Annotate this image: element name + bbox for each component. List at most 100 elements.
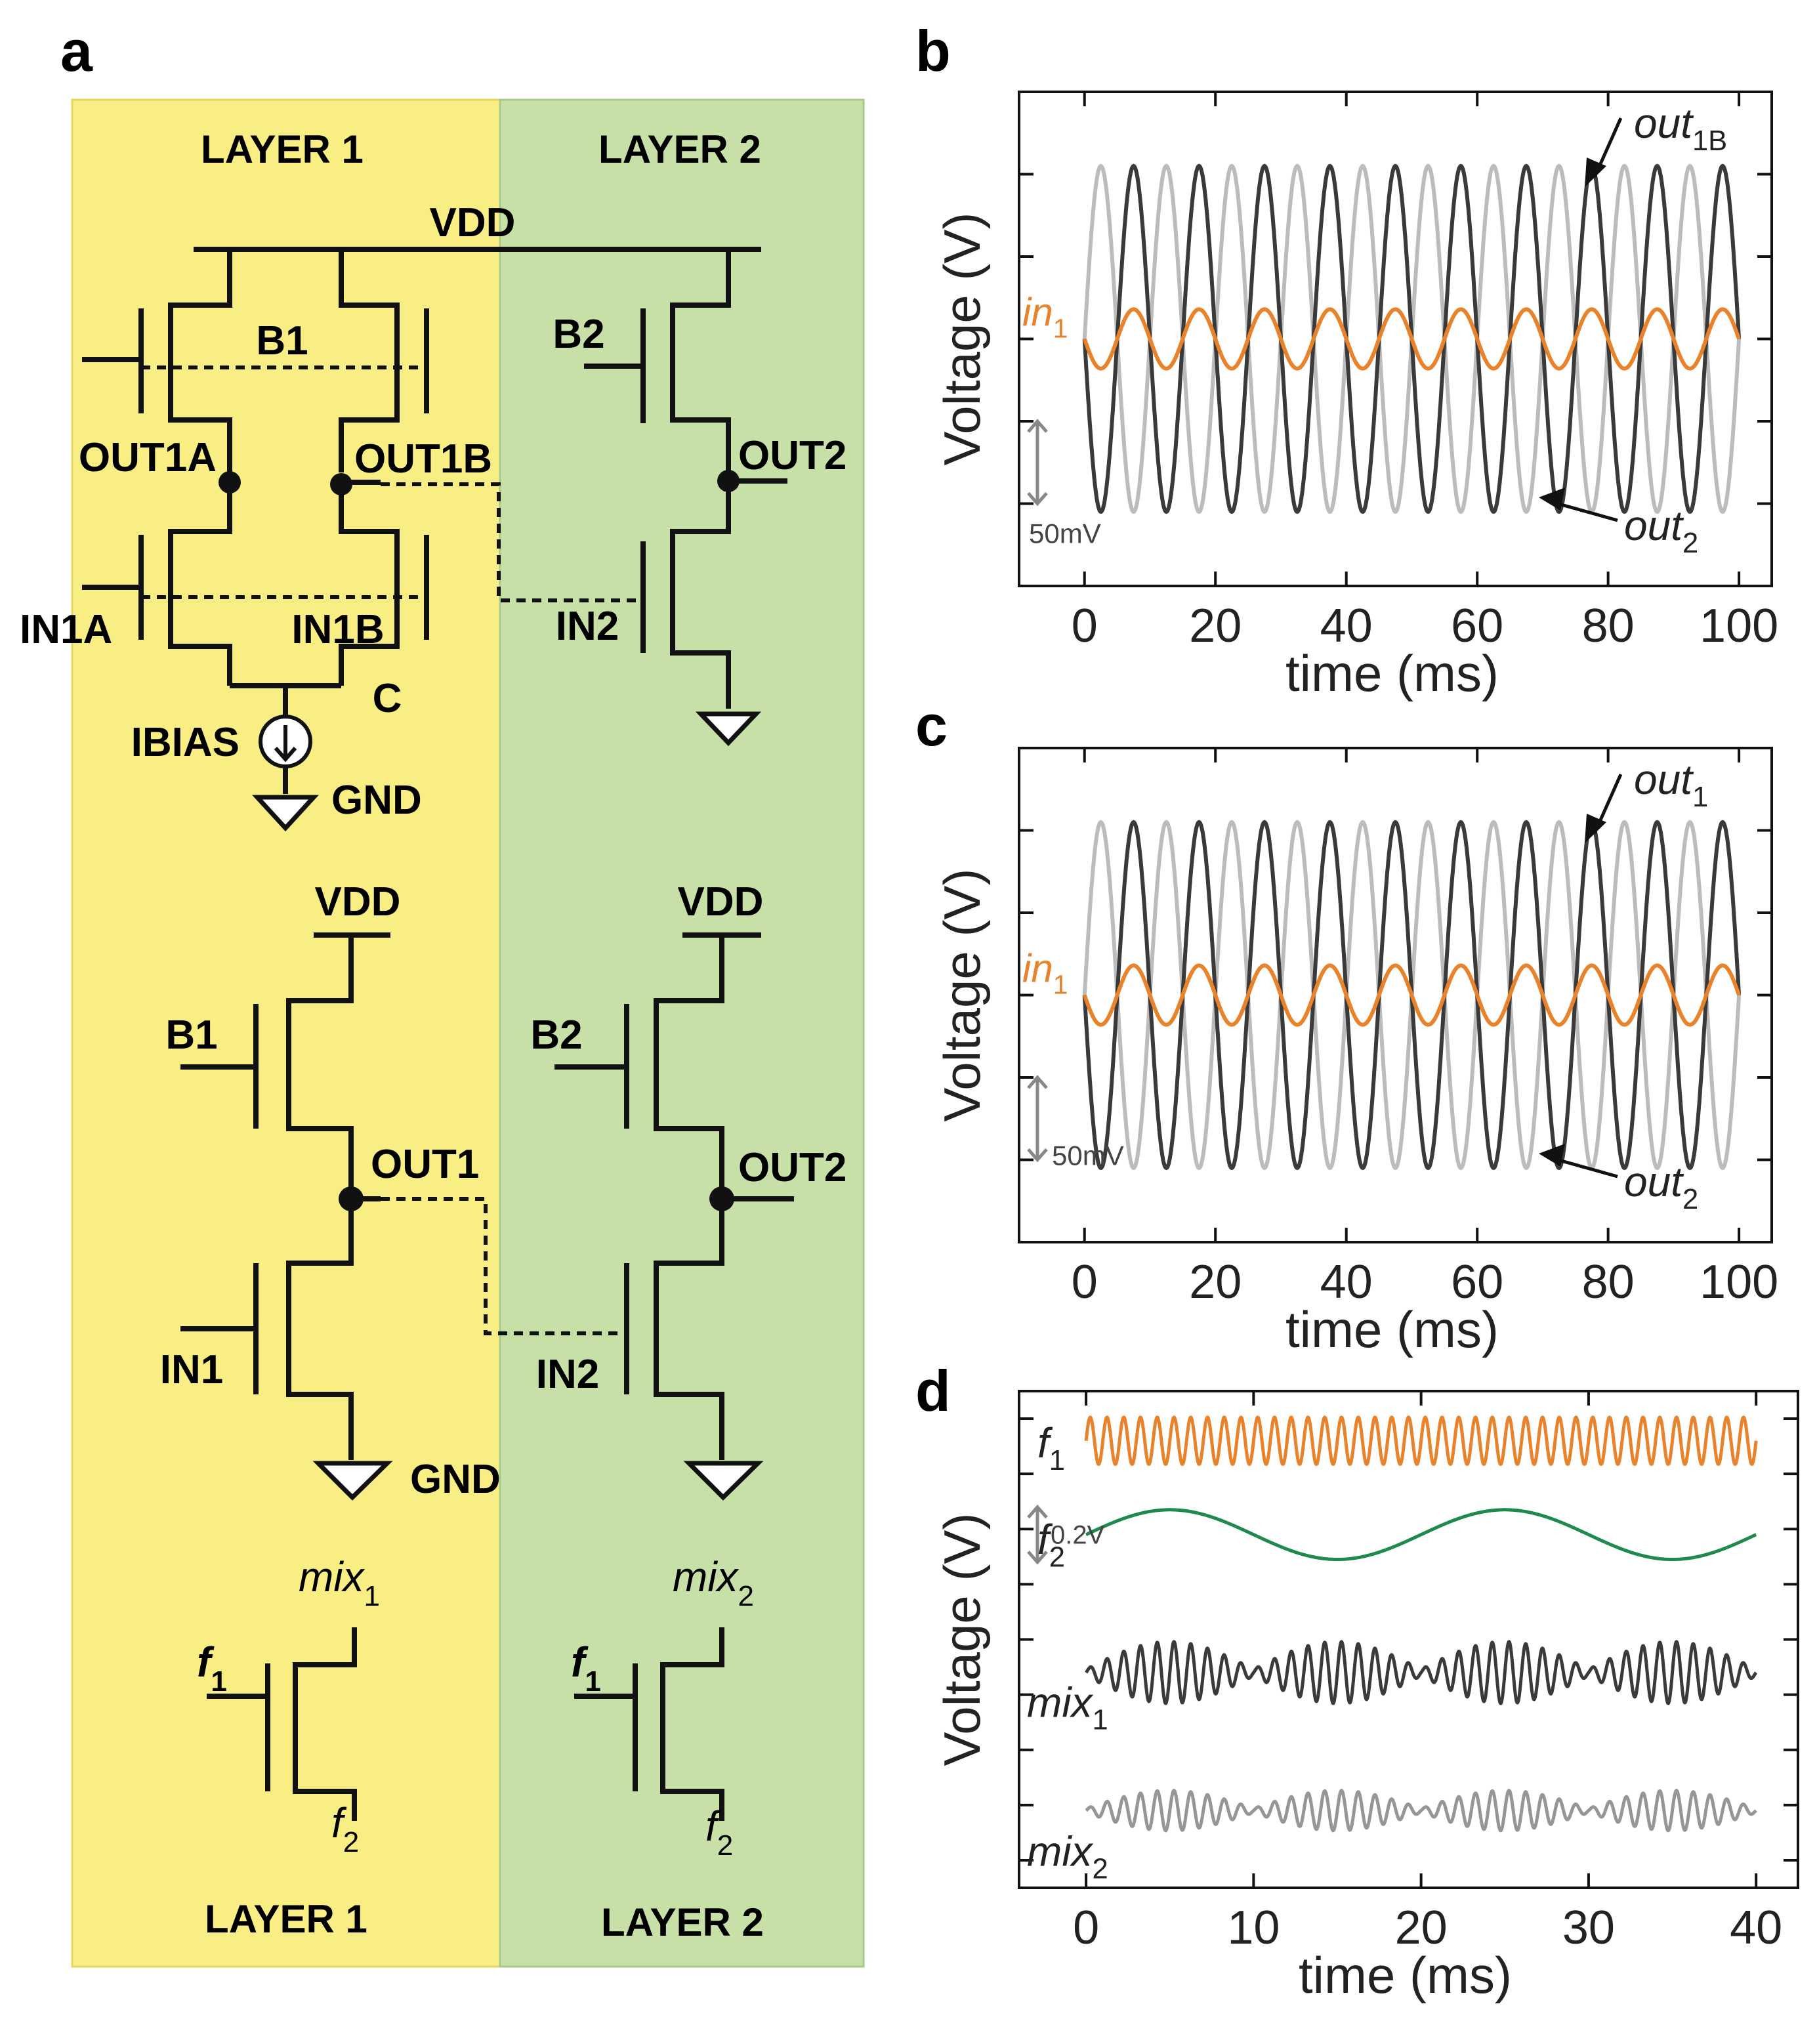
xtick-label-c-2: 40: [1320, 1256, 1373, 1308]
stage2-pmos-gate: [584, 308, 646, 423]
inverter-left-pmos: [286, 935, 354, 1201]
series-label-d-f_1-sub: 1: [1049, 1445, 1065, 1476]
mix2-main: mix: [673, 1553, 740, 1600]
series-label-c-out_2: out2: [1624, 1158, 1698, 1215]
label-ibias: IBIAS: [131, 720, 240, 765]
xtick-label-c-1: 20: [1189, 1256, 1242, 1308]
series-label-b-in1: in1: [1022, 290, 1068, 343]
stage2-pmos: [670, 249, 731, 472]
out1b-to-in2-link: [381, 482, 643, 602]
x-axis-label-b: time (ms): [1285, 644, 1499, 702]
node-out1: [339, 1186, 364, 1211]
inverter-right-pmos: [654, 935, 724, 1201]
out1-to-in2-link: [381, 1197, 627, 1335]
xtick-label-b-5: 100: [1700, 600, 1778, 652]
xtick-label-b-0: 0: [1072, 600, 1098, 652]
panel-label-d: d: [915, 1358, 951, 1423]
layer2-title-bottom: LAYER 2: [601, 1900, 764, 1944]
mixer-right-gate: [574, 1663, 638, 1791]
x-axis-label-c: time (ms): [1285, 1301, 1499, 1358]
series-label-d-mix_2-sub: 2: [1093, 1854, 1108, 1885]
label-vdd-top: VDD: [430, 200, 516, 245]
xtick-label-c-4: 80: [1582, 1256, 1635, 1308]
xtick-label-b-2: 40: [1320, 600, 1373, 652]
label-b1-top: B1: [256, 318, 308, 364]
series-label-b-out_1B-sub: 1B: [1692, 125, 1727, 157]
node-out2-inv: [709, 1186, 734, 1211]
label-in2-top: IN2: [556, 604, 619, 649]
mixer-circuit: [207, 1627, 724, 1821]
gnd-symbol-diff: [252, 795, 319, 832]
mix2-sub: 2: [738, 1580, 754, 1612]
series-label-b-out_2-main: out: [1624, 502, 1684, 549]
inverter-circuit: [180, 932, 794, 1460]
label-gnd-top: GND: [331, 778, 422, 823]
inverter-right-pmos-gate: [554, 1004, 629, 1129]
series-d-f_2: [1085, 1508, 1757, 1561]
series-label-b-in1-main: in: [1022, 290, 1053, 334]
xtick-label-d-3: 30: [1562, 1902, 1615, 1954]
scale-bar-label-c: 50mV: [1052, 1140, 1124, 1171]
label-out2-top: OUT2: [738, 433, 846, 478]
arrow-head-bottom-b: [1539, 488, 1565, 511]
label-mix2: mix2: [673, 1553, 754, 1612]
series-label-b-out_1B-main: out: [1634, 100, 1694, 147]
mix1-main: mix: [299, 1553, 365, 1600]
scale-bar-label-b: 50mV: [1029, 518, 1101, 549]
xtick-label-b-4: 80: [1582, 600, 1635, 652]
series-d-f_1: [1084, 1415, 1758, 1466]
circuit-panel: LAYER 1 LAYER 2 LAYER 1 LAYER 2: [20, 98, 865, 1968]
scale-bar-d: [1027, 1504, 1048, 1565]
label-out1-inv: OUT1: [371, 1142, 479, 1187]
series-label-c-out_2-sub: 2: [1682, 1184, 1698, 1215]
arrow-head-top-c: [1585, 814, 1606, 843]
series-label-d-f_1: f1: [1037, 1419, 1065, 1476]
label-b1-inv: B1: [165, 1012, 217, 1058]
stage2-nmos: [670, 482, 731, 709]
layer2-region: [499, 98, 865, 1968]
series-label-b-out_1B: out1B: [1634, 100, 1727, 157]
y-axis-label-c: Voltage (V): [933, 869, 991, 1122]
inverter-right-nmos: [654, 1201, 724, 1460]
gnd-symbol-inv-left: [312, 1461, 393, 1501]
xtick-label-b-1: 20: [1189, 600, 1242, 652]
pmos-left-gate: [82, 308, 144, 413]
series-c-in_1: [1082, 963, 1741, 1027]
xtick-label-c-0: 0: [1072, 1256, 1098, 1308]
scale-bar-c: [1027, 1075, 1048, 1163]
series-d-mix_1: [1085, 1640, 1757, 1705]
pmos-left: [168, 249, 232, 472]
arrow-head-bottom-c: [1539, 1144, 1565, 1167]
inverter-left-nmos: [286, 1201, 354, 1460]
gnd-symbol-inv-right: [683, 1461, 764, 1501]
nmos-right: [339, 482, 400, 686]
label-f2-right: f2: [705, 1803, 733, 1862]
label-out2-inv: OUT2: [738, 1145, 846, 1190]
label-vdd-inv-left: VDD: [315, 879, 401, 925]
series-label-d-mix_1-sub: 1: [1093, 1704, 1108, 1736]
layer1-title-bottom: LAYER 1: [205, 1897, 367, 1941]
xtick-label-c-3: 60: [1451, 1256, 1503, 1308]
series-label-d-f_2-sub: 2: [1049, 1541, 1065, 1573]
arrow-line-bottom-b: [1551, 500, 1618, 522]
chart-b: 0 20 40 60 80 100 time (ms) Voltage (V) 50mV in1 o…: [933, 91, 1778, 702]
scale-bar-label-d: 0.2V: [1051, 1521, 1105, 1550]
x-axis-label-d: time (ms): [1299, 1946, 1512, 2004]
mixer-right-transistor: [660, 1627, 724, 1821]
node-out1b: [330, 473, 352, 495]
panel-label-c: c: [915, 693, 948, 758]
panel-label-a: a: [60, 18, 93, 83]
f1-right-sub: 1: [585, 1665, 600, 1698]
label-out1b: OUT1B: [354, 436, 492, 482]
label-in1-inv: IN1: [160, 1347, 223, 1392]
y-axis-label-d: Voltage (V): [933, 1513, 991, 1766]
series-b-in_1: [1082, 307, 1741, 371]
inverter-left-pmos-gate: [180, 1004, 259, 1129]
label-in1b: IN1B: [291, 607, 384, 652]
series-label-d-mix_2-main: mix: [1027, 1827, 1094, 1875]
xtick-label-d-2: 20: [1395, 1902, 1448, 1954]
xtick-label-d-0: 0: [1073, 1902, 1099, 1954]
inverter-left-nmos-gate: [180, 1263, 259, 1394]
gnd-symbol-stage2: [695, 711, 762, 747]
